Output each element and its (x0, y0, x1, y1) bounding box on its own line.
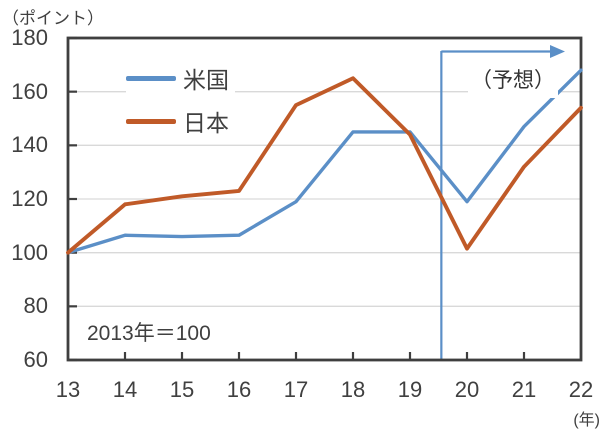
legend-item-us: 米国 (126, 62, 229, 94)
legend-item-japan: 日本 (126, 105, 229, 137)
forecast-arrow-head (550, 45, 565, 58)
x-axis-unit-label: (年) (573, 412, 600, 429)
x-tick-label-19: 19 (397, 377, 423, 402)
legend-label-japan: 日本 (183, 110, 229, 136)
japan-line-swatch (126, 118, 176, 124)
y-axis-unit-label: （ポイント） (2, 9, 104, 28)
us-line-swatch (126, 75, 176, 81)
y-tick-label-100: 100 (11, 239, 48, 265)
y-tick-label-180: 180 (11, 25, 48, 50)
x-tick-label-18: 18 (340, 377, 366, 402)
y-tick-label-60: 60 (23, 347, 48, 372)
y-tick-label-140: 140 (11, 132, 48, 158)
forecast-annotation: （予想） (468, 64, 558, 98)
us-series-line (66, 68, 583, 255)
x-tick-label-13: 13 (55, 377, 81, 402)
x-tick-label-15: 15 (169, 377, 195, 402)
y-tick-label-120: 120 (11, 186, 48, 211)
legend: 米国 日本 (126, 60, 235, 139)
baseline-note: 2013年＝100 (87, 322, 211, 345)
x-tick-label-21: 21 (511, 377, 537, 402)
japan-series-line (66, 76, 583, 255)
x-tick-label-16: 16 (226, 377, 252, 402)
x-tick-label-17: 17 (283, 377, 309, 402)
y-tick-label-160: 160 (11, 78, 48, 104)
x-tick-label-20: 20 (454, 377, 480, 402)
x-tick-label-22: 22 (568, 377, 594, 402)
y-tick-label-80: 80 (23, 293, 48, 319)
x-tick-label-14: 14 (112, 377, 138, 402)
legend-label-us: 米国 (183, 67, 229, 93)
